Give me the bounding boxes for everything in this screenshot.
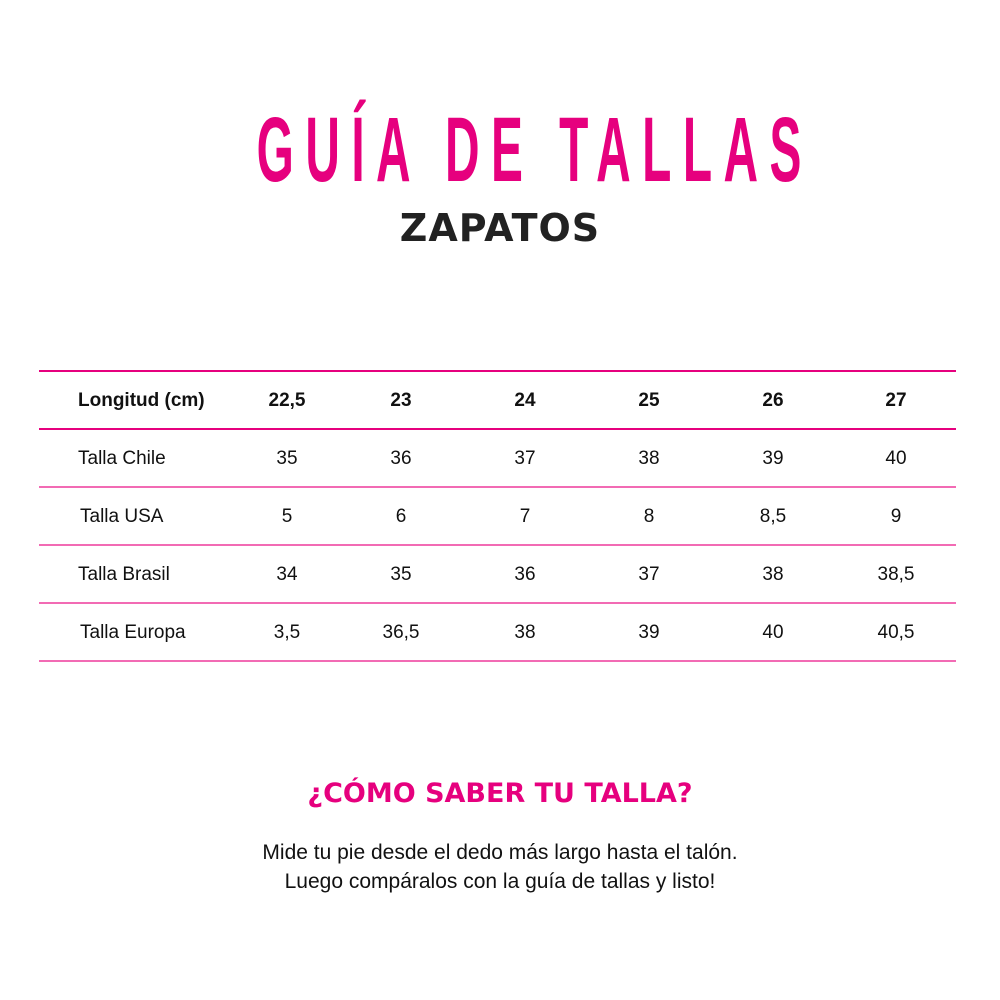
table-cell: 36,5 xyxy=(382,622,420,643)
table-cell: 9 xyxy=(890,506,902,527)
help-heading: ¿CÓMO SABER TU TALLA? xyxy=(307,778,693,809)
help-text: Mide tu pie desde el dedo más largo hast… xyxy=(0,838,1000,896)
table-cell: 8,5 xyxy=(759,506,787,527)
row-label: Talla USA xyxy=(80,506,164,527)
table-cell: 40,5 xyxy=(877,622,915,643)
row-label: Talla Europa xyxy=(80,622,186,643)
table-row: Talla USA 5 6 7 8 8,5 9 xyxy=(39,486,956,544)
table-row: Talla Brasil 34 35 36 37 38 38,5 xyxy=(39,544,956,602)
table-header-row: Longitud (cm) 22,5 23 24 25 26 27 xyxy=(39,370,956,428)
table-cell: 7 xyxy=(519,506,531,527)
help-line: Luego compáralos con la guía de tallas y… xyxy=(284,870,716,893)
column-header: 25 xyxy=(638,390,660,411)
table-cell: 5 xyxy=(281,506,293,527)
row-label: Talla Chile xyxy=(78,448,166,469)
table-cell: 40 xyxy=(885,448,907,469)
column-header: 22,5 xyxy=(268,390,306,411)
size-table: Longitud (cm) 22,5 23 24 25 26 27 Talla Chile 35… xyxy=(39,370,956,662)
table-cell: 38,5 xyxy=(877,564,915,585)
table-cell: 3,5 xyxy=(273,622,301,643)
table-cell: 38 xyxy=(638,448,660,469)
table-cell: 40 xyxy=(762,622,784,643)
table-cell: 8 xyxy=(643,506,655,527)
page-title-text: GUÍA DE TALLAS xyxy=(256,99,813,201)
page-subtitle: ZAPATOS xyxy=(399,206,601,250)
table-cell: 36 xyxy=(514,564,536,585)
row-label: Talla Brasil xyxy=(78,564,170,585)
table-cell: 37 xyxy=(514,448,536,469)
column-header-label: Longitud (cm) xyxy=(78,390,205,411)
column-header: 27 xyxy=(885,390,907,411)
table-cell: 35 xyxy=(276,448,298,469)
table-cell: 6 xyxy=(395,506,407,527)
table-cell: 34 xyxy=(276,564,298,585)
help-line: Mide tu pie desde el dedo más largo hast… xyxy=(262,841,738,864)
table-cell: 35 xyxy=(390,564,412,585)
table-cell: 38 xyxy=(762,564,784,585)
table-row: Talla Chile 35 36 37 38 39 40 xyxy=(39,428,956,486)
table-cell: 39 xyxy=(638,622,660,643)
table-cell: 38 xyxy=(514,622,536,643)
table-cell: 37 xyxy=(638,564,660,585)
table-cell: 39 xyxy=(762,448,784,469)
column-header: 24 xyxy=(514,390,536,411)
page-title: GUÍA DE TALLAS xyxy=(0,104,1000,196)
column-header: 26 xyxy=(762,390,784,411)
table-row: Talla Europa 3,5 36,5 38 39 40 40,5 xyxy=(39,602,956,662)
column-header: 23 xyxy=(390,390,412,411)
table-cell: 36 xyxy=(390,448,412,469)
